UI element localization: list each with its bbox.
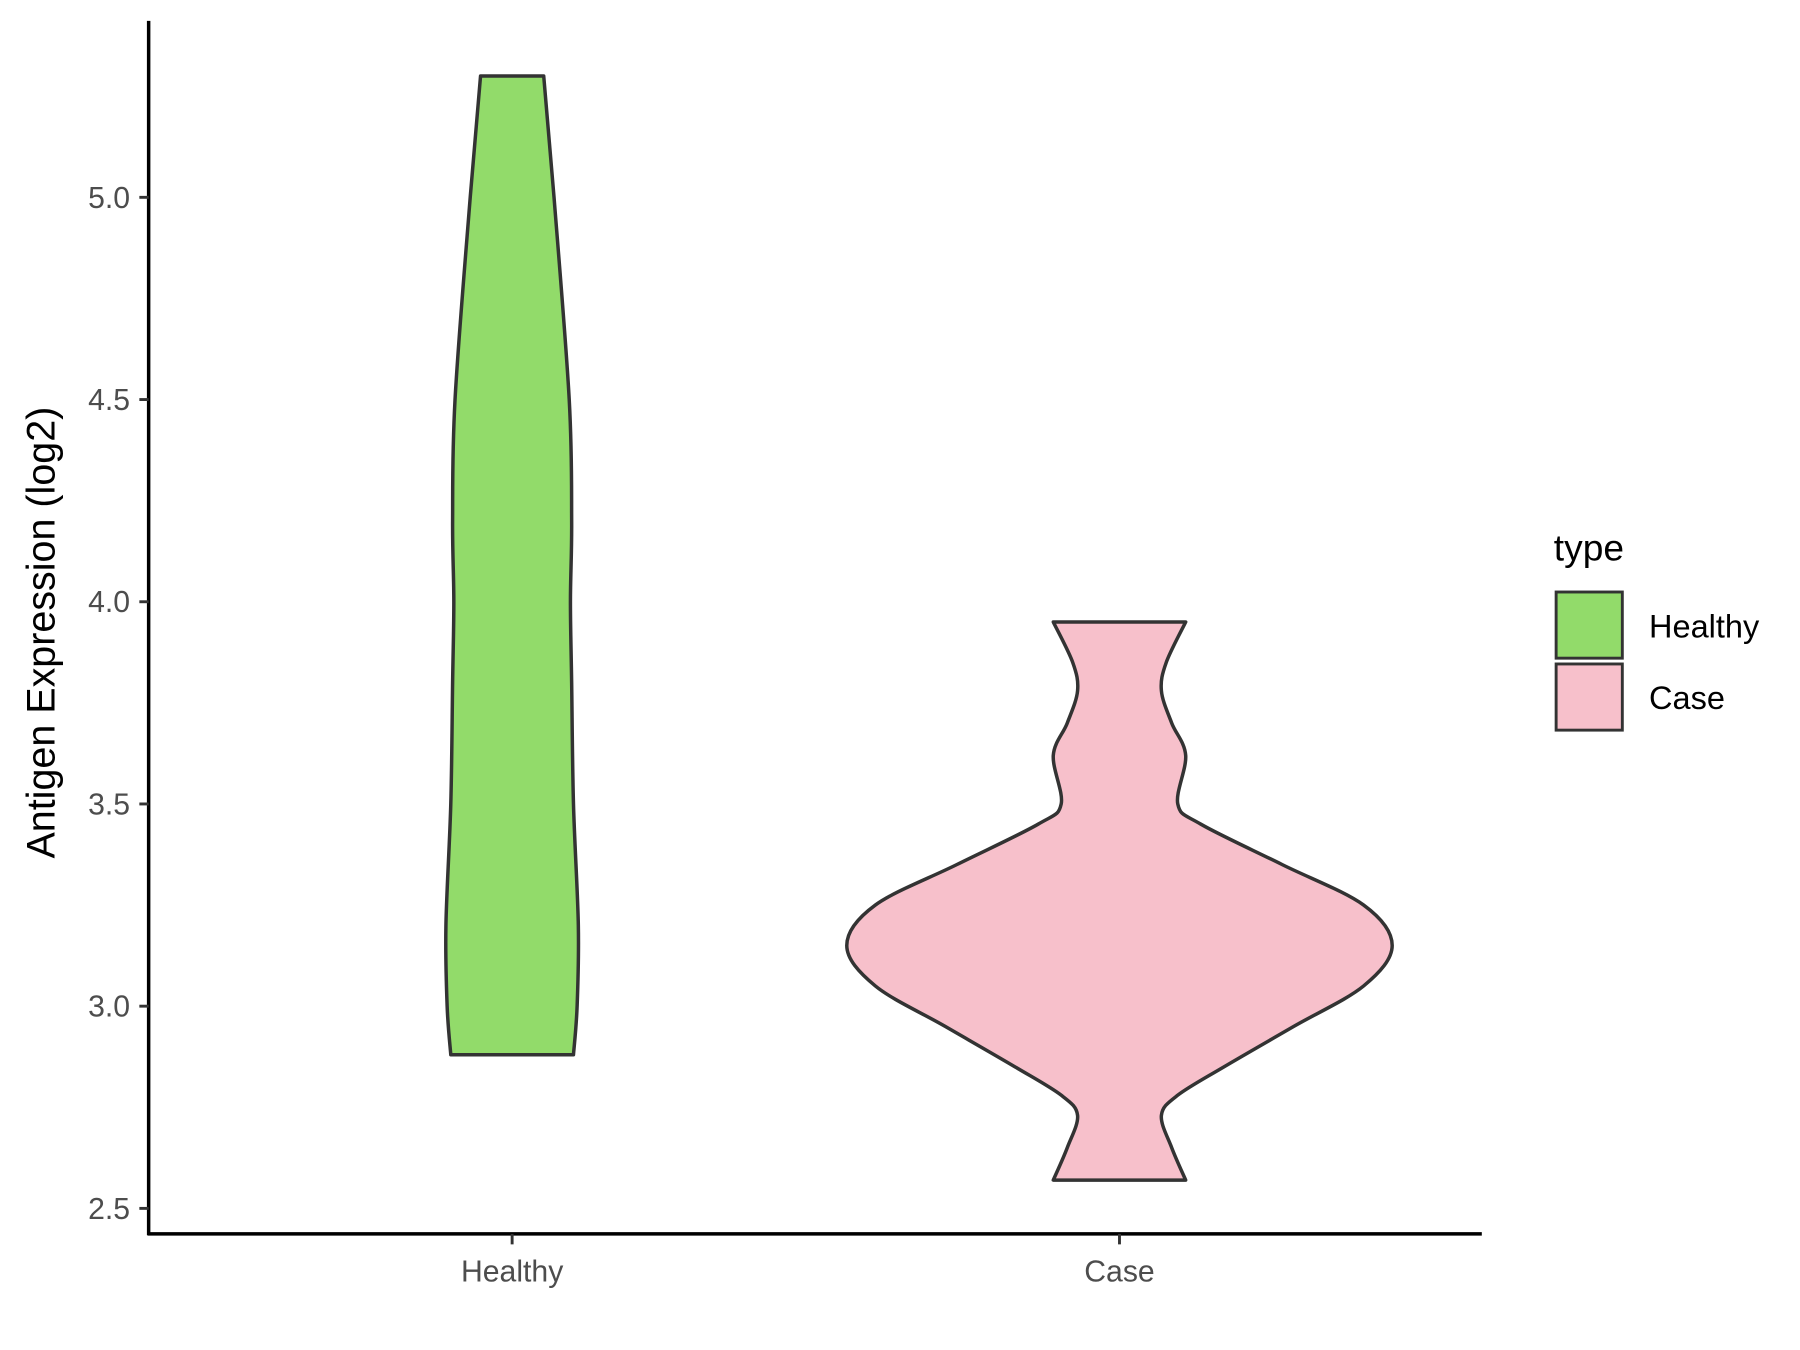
legend-label-healthy: Healthy <box>1649 608 1760 644</box>
y-tick-label: 2.5 <box>88 1193 130 1226</box>
violin-healthy <box>444 74 581 1057</box>
legend-key-healthy <box>1554 590 1624 660</box>
legend: type Healthy Case <box>1554 527 1760 732</box>
violin-case <box>845 620 1394 1182</box>
x-tick-label: Case <box>1084 1256 1154 1289</box>
y-tick-label: 3.0 <box>88 991 130 1024</box>
violins <box>444 74 1394 1182</box>
y-tick-label: 4.0 <box>88 586 130 619</box>
y-axis-label: Antigen Expression (log2) <box>20 407 64 859</box>
legend-label-case: Case <box>1649 680 1725 716</box>
y-tick-label: 3.5 <box>88 788 130 821</box>
y-tick-label: 5.0 <box>88 182 130 215</box>
legend-key-case <box>1554 662 1624 732</box>
y-tick-label: 4.5 <box>88 384 130 417</box>
y-ticks: 2.5 3.0 3.5 4.0 4.5 5.0 <box>88 182 149 1226</box>
legend-title: type <box>1554 527 1624 569</box>
x-ticks: Healthy Case <box>461 1233 1155 1289</box>
x-tick-label: Healthy <box>461 1256 564 1289</box>
